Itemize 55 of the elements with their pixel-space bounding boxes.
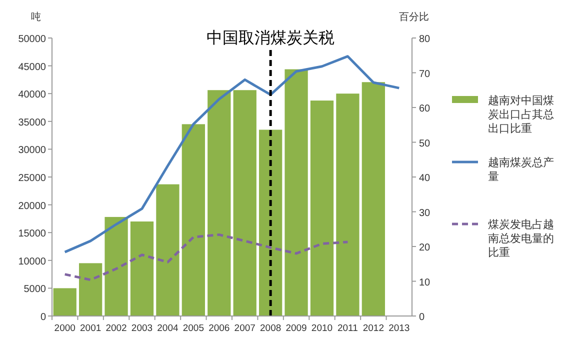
x-tick-label: 2012 bbox=[362, 323, 384, 334]
y-tick-label: 10000 bbox=[18, 256, 46, 268]
line-series bbox=[64, 55, 400, 254]
x-tick-label: 2007 bbox=[234, 323, 256, 334]
x-tick-label: 2001 bbox=[80, 323, 102, 334]
y2-tick-label: 20 bbox=[419, 242, 431, 254]
bar bbox=[79, 263, 102, 316]
legend-label: 煤炭发电占越南总发电量的比重 bbox=[488, 218, 554, 259]
bar bbox=[233, 90, 256, 316]
y-tick-label: 15000 bbox=[18, 228, 46, 240]
y-tick-label: 20000 bbox=[18, 200, 46, 212]
y2-axis-title: 百分比 bbox=[399, 11, 429, 23]
x-tick-label: 2011 bbox=[337, 323, 358, 334]
y2-tick-label: 30 bbox=[419, 208, 431, 219]
x-tick-label: 2006 bbox=[208, 323, 230, 334]
line-series bbox=[64, 233, 349, 282]
y-tick-label: 5000 bbox=[24, 284, 46, 296]
bar bbox=[130, 221, 154, 316]
bar bbox=[310, 100, 334, 316]
y-tick-label: 25000 bbox=[18, 173, 46, 184]
bar bbox=[336, 94, 360, 316]
y-tick-label: 0 bbox=[40, 312, 46, 323]
y2-tick-label: 70 bbox=[419, 68, 431, 80]
bar bbox=[104, 216, 128, 316]
bar bbox=[259, 130, 282, 316]
x-tick-label: 2005 bbox=[182, 323, 204, 334]
y2-tick-label: 60 bbox=[419, 104, 431, 114]
x-tick-label: 2002 bbox=[106, 323, 127, 334]
x-tick-label: 2003 bbox=[131, 323, 153, 334]
x-tick-label: 2013 bbox=[388, 323, 410, 334]
y2-tick-label: 80 bbox=[419, 34, 431, 45]
x-tick-label: 2009 bbox=[286, 323, 307, 334]
y2-tick-label: 0 bbox=[419, 312, 425, 323]
bar bbox=[284, 69, 308, 316]
y-tick-label: 35000 bbox=[18, 117, 46, 128]
bar bbox=[53, 288, 76, 316]
bar bbox=[362, 82, 385, 316]
y2-tick-label: 10 bbox=[419, 277, 431, 288]
y-axis-title: 吨 bbox=[31, 11, 41, 23]
y-tick-label: 45000 bbox=[18, 62, 46, 73]
legend-label: 越南对中国煤炭出口占其总出口比重 bbox=[488, 94, 554, 135]
x-tick-label: 2008 bbox=[260, 323, 282, 334]
x-tick-label: 2010 bbox=[311, 323, 333, 334]
y-tick-label: 40000 bbox=[18, 90, 46, 101]
y-tick-label: 30000 bbox=[18, 145, 46, 156]
y2-tick-label: 40 bbox=[419, 173, 431, 184]
y-tick-label: 50000 bbox=[18, 34, 46, 45]
ref-line-label: 中国取消煤炭关税 bbox=[206, 29, 335, 47]
x-tick-label: 2000 bbox=[54, 323, 76, 334]
x-tick-label: 2004 bbox=[157, 323, 178, 334]
bar bbox=[182, 124, 205, 316]
bar bbox=[208, 90, 231, 316]
y2-tick-label: 50 bbox=[419, 138, 431, 150]
legend-label: 越南煤炭总产量 bbox=[488, 156, 554, 183]
bar bbox=[156, 184, 180, 316]
